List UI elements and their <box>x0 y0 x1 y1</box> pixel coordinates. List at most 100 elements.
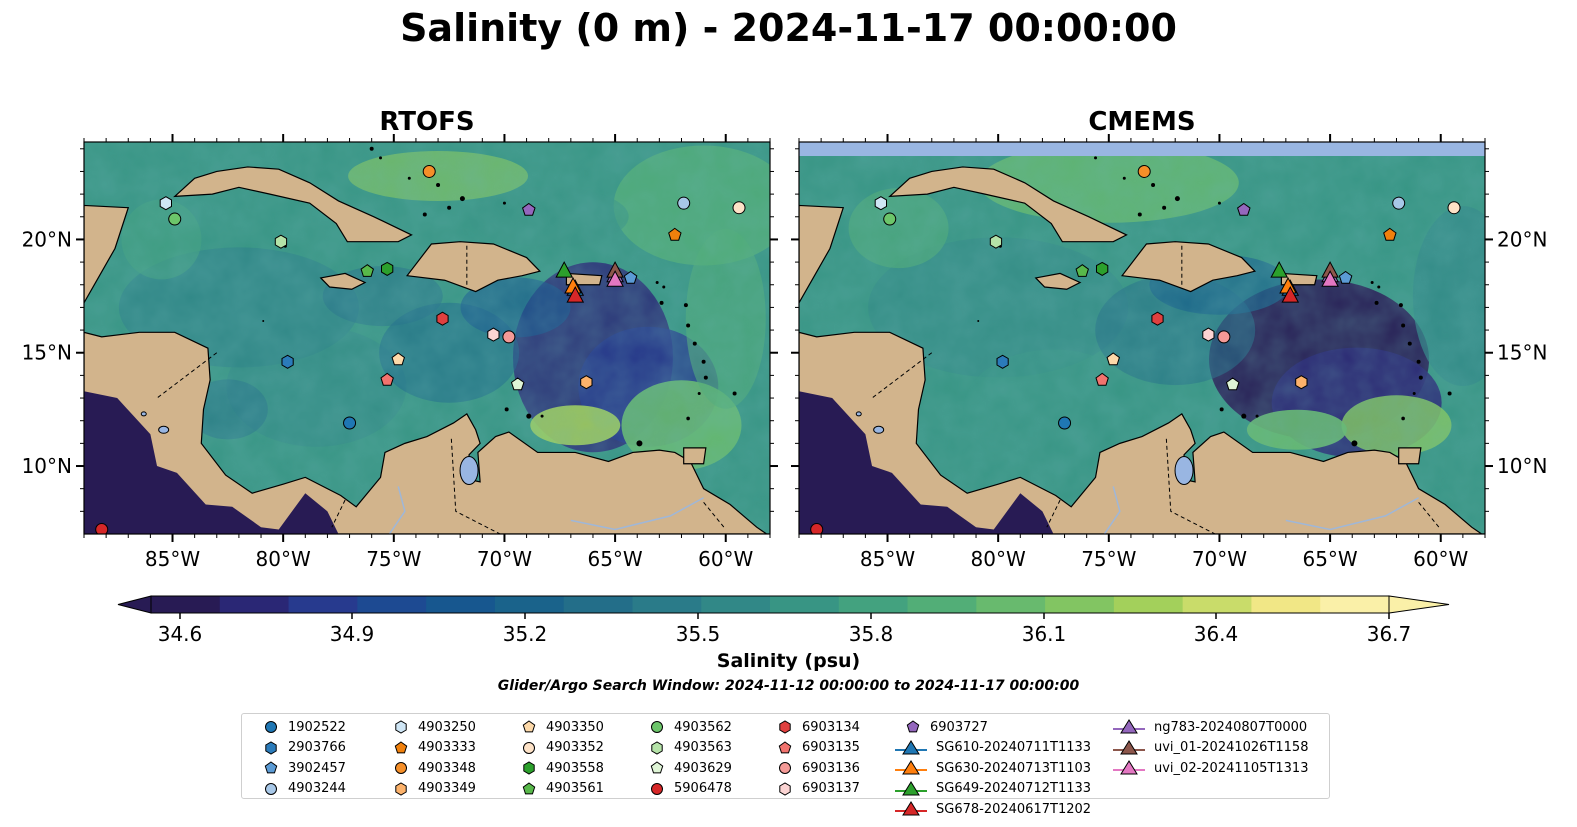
colorbar: 34.6 34.9 35.2 35.5 35.8 36.1 36.4 36.7 <box>117 595 1450 646</box>
legend-entry: 1902522 <box>252 717 346 738</box>
island <box>1374 300 1379 305</box>
legend-swatch <box>1113 739 1145 755</box>
legend-entry: 3902457 <box>252 758 346 779</box>
float-marker-4903563 <box>989 234 1003 249</box>
island <box>1370 280 1374 284</box>
legend-swatch <box>779 762 791 775</box>
x-tick-label: 70°W <box>477 547 532 571</box>
float-marker-4903244 <box>1392 196 1406 210</box>
legend-marker <box>906 720 920 733</box>
colorbar-segment <box>976 596 1046 613</box>
land-polygon <box>683 447 707 465</box>
legend-label: 4903348 <box>418 760 476 776</box>
float-marker-3902457 <box>623 270 638 284</box>
river <box>1103 486 1121 534</box>
lake <box>158 425 170 434</box>
legend-entry: ng783-20240807T0000 <box>1112 717 1308 738</box>
colorbar-extend-high <box>1388 595 1450 614</box>
y-tick-label: 20°N <box>1497 227 1547 251</box>
island <box>732 391 737 396</box>
island <box>1162 205 1167 210</box>
colorbar-tick-label: 35.2 <box>503 622 548 646</box>
legend-label: 6903727 <box>930 719 988 735</box>
legend-swatch <box>906 720 920 733</box>
legend-marker <box>265 721 277 734</box>
legend-label: SG678-20240617T1202 <box>936 801 1092 817</box>
legend-column: 4903562 4903563 4903629 5906478 <box>638 717 732 799</box>
legend-marker <box>650 761 664 774</box>
glider-marker-SG678-20240617T1202 <box>566 286 585 303</box>
missing-data-band <box>799 142 1485 156</box>
map-panel-rtofs: 85°W 80°W 75°W 70°W 65°W 60°W 10°N 15°N 20°N <box>22 134 778 571</box>
y-tick-label: 20°N <box>22 227 72 251</box>
legend-swatch <box>264 761 278 774</box>
island <box>692 341 697 346</box>
land-polygon <box>1034 272 1082 290</box>
island <box>502 201 506 205</box>
legend-marker <box>523 741 535 754</box>
country-border <box>1046 499 1061 528</box>
panel-title-rtofs: RTOFS <box>379 107 475 137</box>
land-polygon <box>173 166 413 243</box>
x-tick-label: 65°W <box>1302 547 1357 571</box>
legend-label: 4903250 <box>418 719 476 735</box>
island <box>1447 391 1452 396</box>
legend-swatch <box>895 780 927 796</box>
land-polygon <box>1398 447 1422 465</box>
legend-label: 2903766 <box>288 740 346 756</box>
legend-label: 6903135 <box>802 740 860 756</box>
island <box>379 156 383 160</box>
legend-entry: 4903333 <box>382 738 476 759</box>
colorbar-segment <box>219 596 290 613</box>
colorbar-segment <box>632 596 702 613</box>
pacific-ocean-overlay <box>799 391 1054 534</box>
float-marker-3902457 <box>1338 270 1353 284</box>
island <box>636 440 643 447</box>
land-polygon <box>799 204 845 305</box>
x-tick-label: 85°W <box>860 547 915 571</box>
legend-label: 4903629 <box>674 760 732 776</box>
lake <box>1174 456 1194 486</box>
land-polygon <box>405 241 542 293</box>
x-tick-label: 75°W <box>1081 547 1136 571</box>
colorbar-segment <box>1045 596 1115 613</box>
legend-swatch <box>895 801 927 816</box>
legend-entry: SG630-20240713T1103 <box>894 758 1091 779</box>
legend-swatch <box>394 741 408 754</box>
legend-swatch <box>395 762 407 775</box>
island <box>1407 341 1412 346</box>
legend-swatch <box>522 720 536 733</box>
float-marker-4903349 <box>580 375 593 390</box>
legend-swatch <box>395 720 407 734</box>
island <box>1398 303 1403 308</box>
legend-swatch <box>523 741 535 754</box>
glider-marker-uvi_02-20241105T1313 <box>606 270 624 287</box>
legend-swatch <box>522 782 536 795</box>
legend-entry: 6903134 <box>766 717 860 738</box>
island <box>1094 156 1098 160</box>
x-tick-label: 65°W <box>587 547 642 571</box>
legend-entry: 4903629 <box>638 758 732 779</box>
legend-label: 3902457 <box>288 760 346 776</box>
float-marker-4903562 <box>883 212 897 226</box>
island <box>1401 416 1405 421</box>
legend-marker <box>651 721 663 734</box>
float-marker-4903558 <box>1096 261 1109 276</box>
float-marker-4903629 <box>1225 377 1240 391</box>
legend-entry: uvi_01-20241026T1158 <box>1112 738 1308 759</box>
legend-swatch <box>265 782 277 795</box>
legend-marker <box>902 739 920 755</box>
island <box>1241 413 1247 419</box>
float-marker-1902522 <box>1058 416 1072 430</box>
legend-swatch <box>651 782 663 795</box>
legend-swatch <box>265 741 277 755</box>
island <box>447 205 452 210</box>
colorbar-tick-label: 35.8 <box>849 622 894 646</box>
colorbar-segment <box>288 596 358 613</box>
island <box>1416 359 1421 364</box>
lake <box>459 456 479 486</box>
legend-entry: 4903563 <box>638 738 732 759</box>
lake <box>873 425 885 434</box>
legend-label: 4903244 <box>288 781 346 797</box>
float-marker-6903727 <box>1237 202 1251 216</box>
